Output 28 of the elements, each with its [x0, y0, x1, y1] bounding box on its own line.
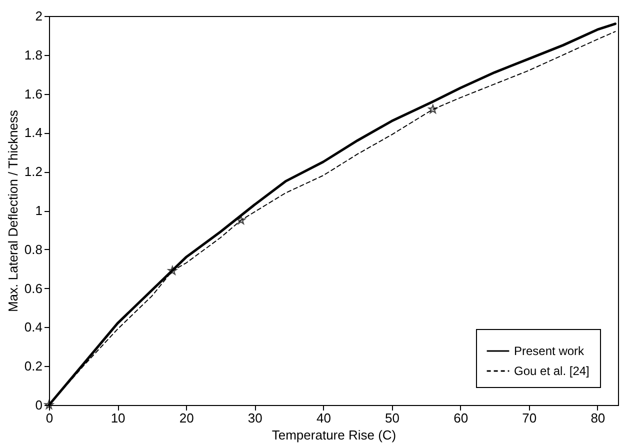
y-tick-label: 0.6: [24, 280, 42, 296]
x-tick-label: 20: [179, 410, 194, 426]
y-tick-label: 2: [35, 8, 42, 24]
x-tick-label: 40: [316, 410, 331, 426]
y-tick-label: 0.2: [24, 358, 42, 374]
y-tick-label: 0.4: [24, 320, 42, 335]
point: [44, 400, 54, 409]
point: [236, 215, 246, 224]
point: [168, 266, 177, 275]
x-tick-label: 10: [110, 410, 126, 426]
point: [428, 104, 438, 114]
x-tick-label: 70: [522, 410, 537, 426]
x-tick-label: 30: [248, 410, 262, 426]
legend-label: Gou et al. [24]: [514, 364, 590, 378]
y-tick-label: 1.8: [24, 47, 42, 62]
x-axis-title: Temperature Rise (C): [272, 428, 396, 442]
x-tick-label: 50: [385, 410, 400, 426]
x-tick-label: 80: [590, 410, 606, 426]
y-tick-label: 1.4: [24, 125, 42, 140]
y-axis-title: Max. Lateral Deflection / Thickness: [5, 109, 20, 312]
y-tick-label: 0: [35, 398, 42, 412]
y-tick-label: 1.6: [24, 86, 42, 102]
x-tick-label: 0: [46, 410, 54, 426]
y-tick-label: 1.2: [24, 164, 42, 180]
y-tick-label: 0.8: [24, 242, 42, 257]
x-tick-label: 60: [454, 410, 468, 426]
y-tick-label: 1: [35, 203, 42, 218]
legend-label: Present work: [514, 344, 586, 358]
